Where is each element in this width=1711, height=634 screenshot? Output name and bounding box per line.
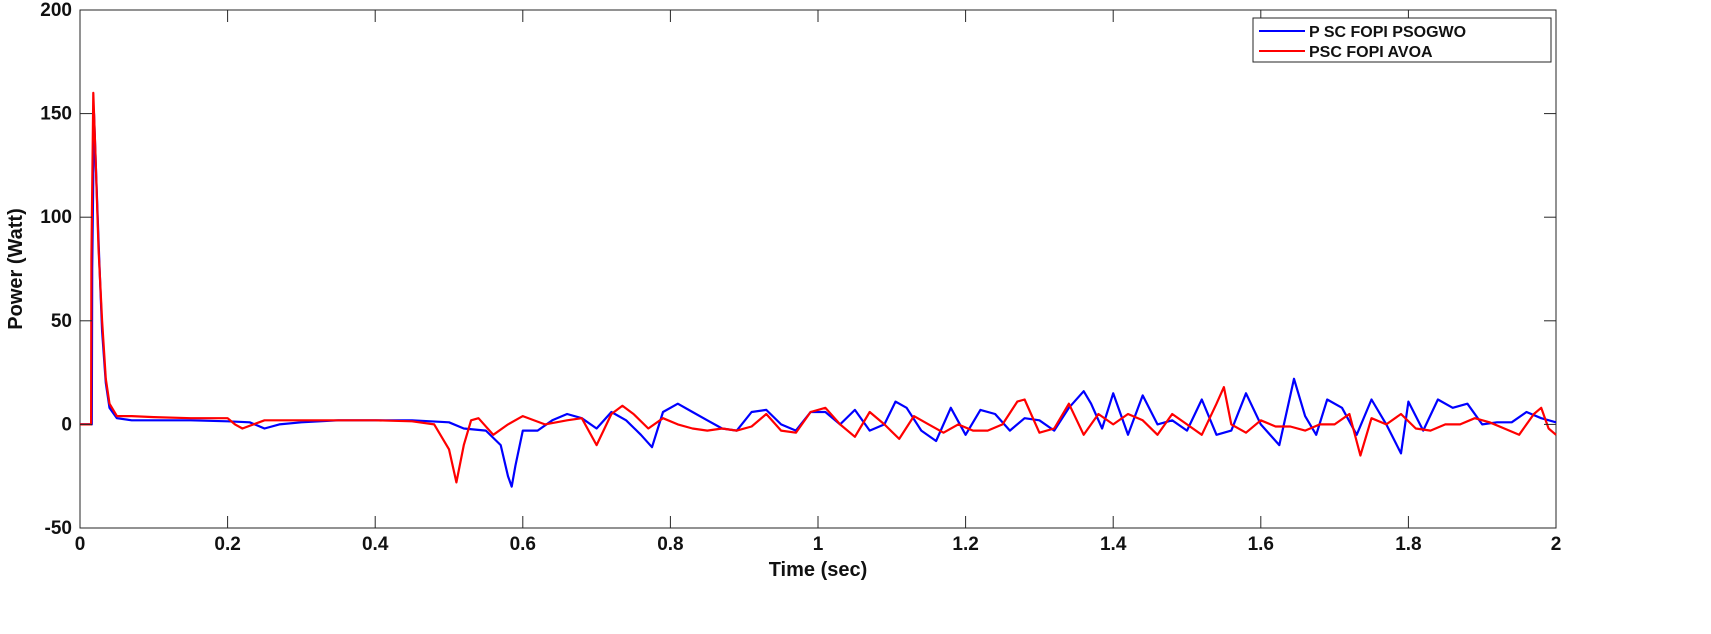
series-line-1 (80, 91, 1557, 484)
y-tick-label: 200 (40, 0, 72, 21)
x-tick-label: 1.4 (1100, 534, 1127, 555)
x-tick-label: 0 (75, 534, 86, 555)
y-tick-label: 50 (51, 311, 72, 332)
x-tick-label: 2 (1551, 534, 1562, 555)
x-axis: 0 0.2 0.4 0.6 0.8 1 1.2 1.4 1.6 1.8 2 (75, 10, 1562, 555)
plot-area (79, 9, 1557, 529)
x-tick-label: 1.8 (1395, 534, 1421, 555)
legend-label-psogwo: P SC FOPI PSOGWO (1309, 24, 1466, 41)
legend-label-avoa: PSC FOPI AVOA (1309, 44, 1433, 61)
series-line-0 (80, 112, 1557, 488)
x-tick-label: 1.6 (1248, 534, 1274, 555)
x-tick-label: 0.2 (214, 534, 240, 555)
y-tick-label: -50 (45, 518, 72, 539)
x-tick-label: 0.4 (362, 534, 389, 555)
y-axis-label: Power (Watt) (5, 208, 27, 329)
x-tick-label: 1.2 (952, 534, 978, 555)
x-axis-label: Time (sec) (769, 559, 868, 581)
x-tick-label: 0.8 (657, 534, 683, 555)
legend-box (1252, 17, 1552, 63)
series-layer (80, 91, 1557, 488)
y-tick-label: 150 (40, 104, 72, 125)
y-tick-label: 0 (61, 414, 72, 435)
x-tick-label: 1 (813, 534, 824, 555)
x-tick-label: 0.6 (510, 534, 536, 555)
y-axis: -50 0 50 100 150 200 (40, 0, 1556, 539)
y-tick-label: 100 (40, 207, 72, 228)
legend: P SC FOPI PSOGWO PSC FOPI AVOA (1252, 17, 1552, 63)
